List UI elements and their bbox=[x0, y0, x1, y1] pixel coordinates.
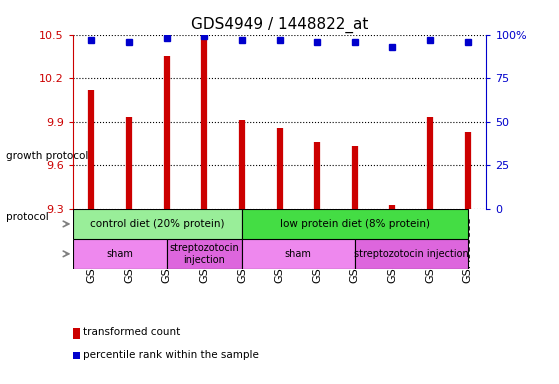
Text: percentile rank within the sample: percentile rank within the sample bbox=[83, 350, 259, 360]
Bar bbox=[73, 209, 242, 239]
Title: GDS4949 / 1448822_at: GDS4949 / 1448822_at bbox=[191, 17, 368, 33]
Text: sham: sham bbox=[106, 249, 133, 259]
Text: protocol: protocol bbox=[6, 212, 48, 222]
Text: transformed count: transformed count bbox=[83, 327, 180, 337]
Text: streptozotocin
injection: streptozotocin injection bbox=[169, 243, 239, 265]
Text: growth protocol: growth protocol bbox=[6, 151, 88, 161]
Text: streptozotocin injection: streptozotocin injection bbox=[354, 249, 468, 259]
Text: control diet (20% protein): control diet (20% protein) bbox=[90, 219, 225, 229]
Bar bbox=[242, 239, 355, 269]
Text: low protein diet (8% protein): low protein diet (8% protein) bbox=[280, 219, 430, 229]
Bar bbox=[73, 239, 167, 269]
Bar bbox=[242, 209, 467, 239]
Bar bbox=[167, 239, 242, 269]
Bar bbox=[355, 239, 467, 269]
Text: sham: sham bbox=[285, 249, 312, 259]
